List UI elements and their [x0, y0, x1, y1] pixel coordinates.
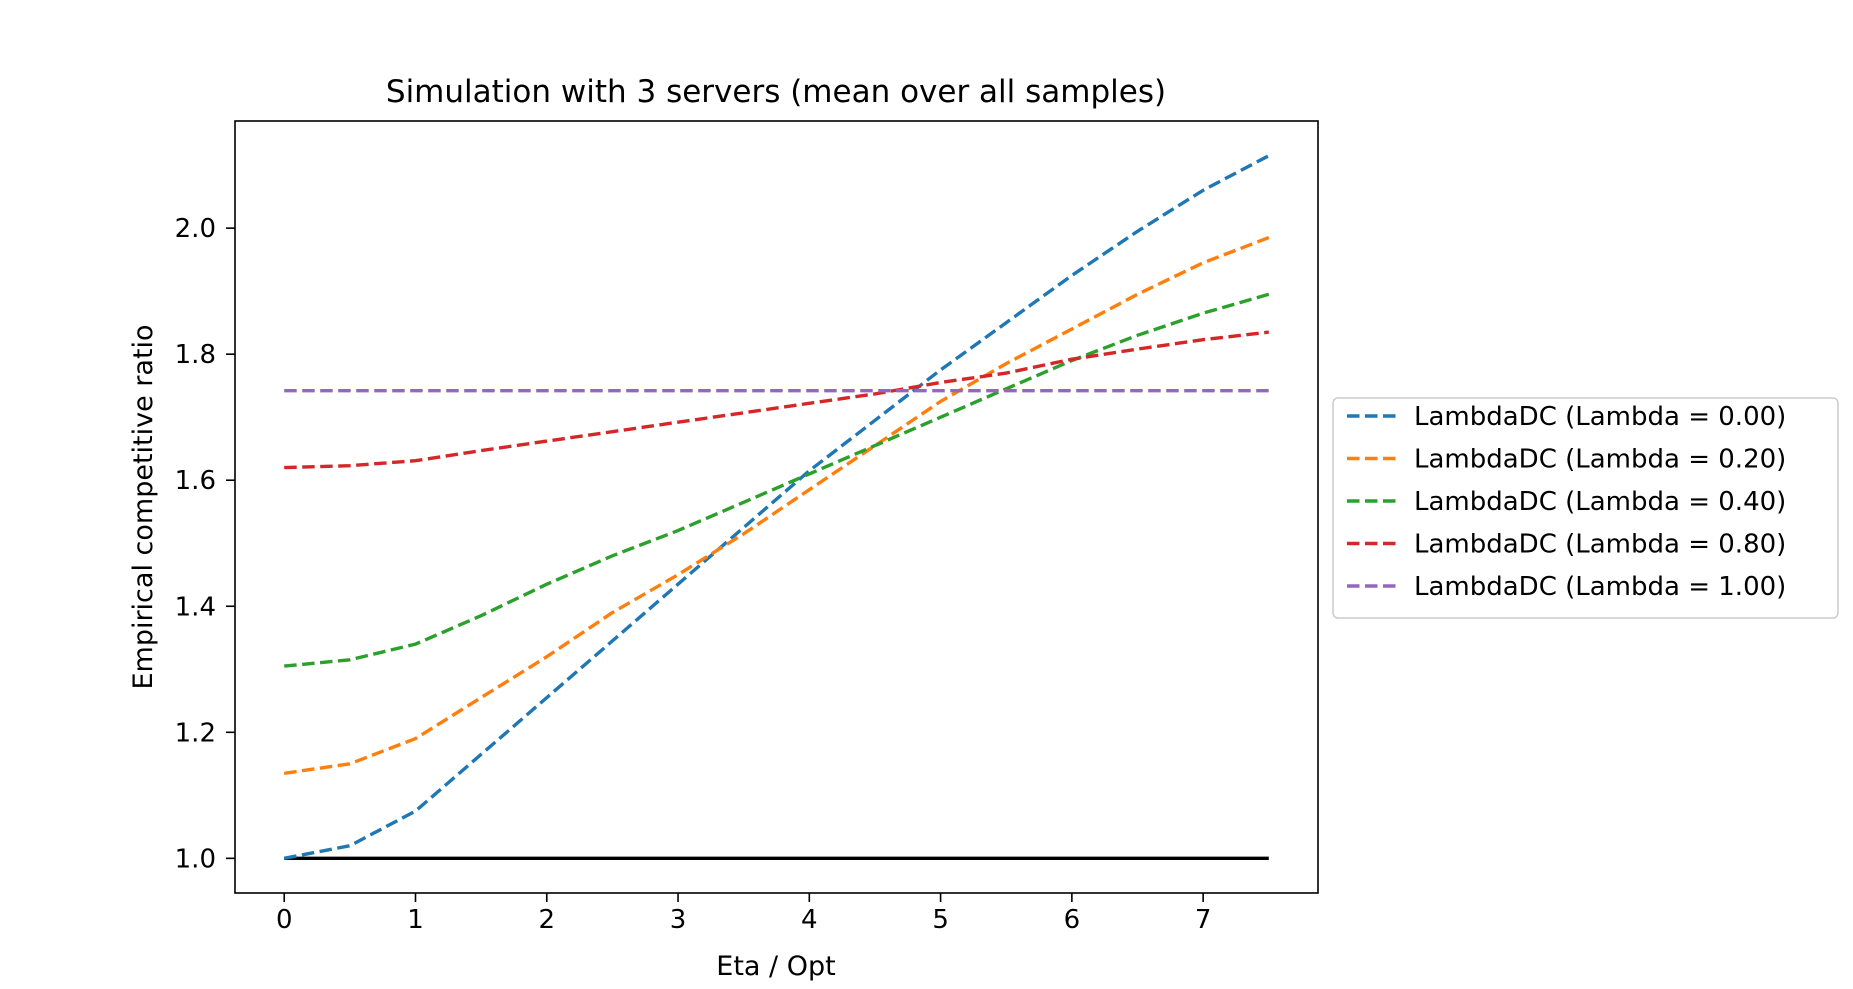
chart-title: Simulation with 3 servers (mean over all… [386, 74, 1166, 110]
x-tick-label: 1 [407, 905, 424, 935]
y-axis-ticks: 1.0 1.2 1.4 1.6 1.8 2.0 [175, 214, 235, 874]
legend-frame [1332, 397, 1839, 619]
series-line-3 [284, 330, 1269, 470]
x-axis-ticks: 0 1 2 3 4 5 6 7 [276, 893, 1211, 935]
series-line-2 [284, 292, 1270, 668]
legend-label: LambdaDC (Lambda = 0.80) [1414, 530, 1786, 560]
y-tick-label: 2.0 [175, 214, 216, 244]
x-tick-label: 4 [801, 905, 818, 935]
y-tick-label: 1.8 [175, 340, 216, 370]
plot-area [234, 120, 1319, 894]
y-tick-label: 1.6 [175, 466, 216, 496]
plot-background [235, 121, 1318, 893]
legend: LambdaDC (Lambda = 0.00) LambdaDC (Lambda… [1332, 397, 1839, 619]
x-tick-label: 6 [1064, 905, 1081, 935]
x-tick-label: 5 [932, 905, 949, 935]
x-tick-label: 2 [538, 905, 555, 935]
x-tick-label: 0 [276, 905, 293, 935]
series-line-1 [283, 236, 1270, 775]
series-line-0 [283, 154, 1270, 860]
legend-label: LambdaDC (Lambda = 1.00) [1414, 572, 1786, 602]
y-tick-label: 1.2 [175, 718, 216, 748]
y-axis-label: Empirical competitive ratio [128, 324, 159, 689]
legend-label: LambdaDC (Lambda = 0.40) [1414, 487, 1786, 517]
legend-label: LambdaDC (Lambda = 0.00) [1414, 402, 1786, 432]
y-tick-label: 1.4 [175, 592, 216, 622]
x-tick-label: 7 [1195, 905, 1212, 935]
x-axis-label: Eta / Opt [716, 951, 835, 982]
y-tick-label: 1.0 [175, 844, 216, 874]
legend-label: LambdaDC (Lambda = 0.20) [1414, 445, 1786, 475]
x-tick-label: 3 [670, 905, 687, 935]
series-layer [283, 154, 1270, 860]
plot-frame [234, 120, 1319, 894]
